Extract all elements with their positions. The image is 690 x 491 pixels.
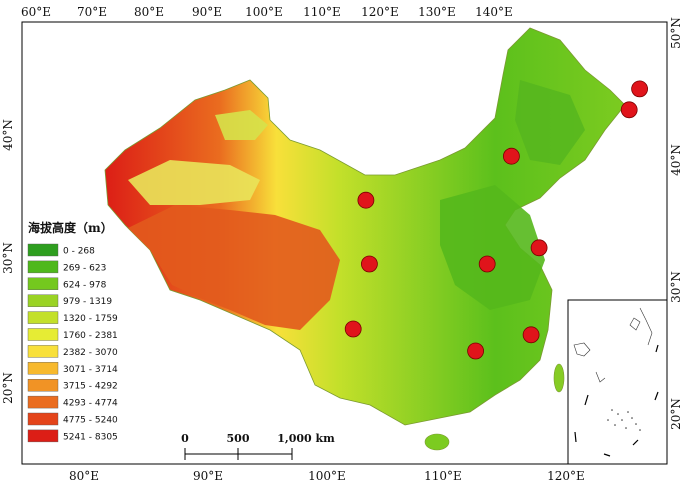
site-marker bbox=[467, 342, 485, 360]
top-longitude-ticks: 60°E 70°E 80°E 90°E 100°E 110°E 120°E 130°E 140°… bbox=[21, 5, 513, 19]
eastern-plains-region bbox=[440, 185, 545, 310]
tarim-basin-region bbox=[128, 160, 260, 205]
legend-swatch bbox=[27, 395, 59, 409]
site-marker bbox=[620, 101, 638, 119]
junggar-basin-region bbox=[215, 110, 268, 140]
legend-swatch bbox=[27, 362, 59, 375]
site-marker bbox=[522, 326, 540, 344]
bottom-tick-label-3: 110°E bbox=[424, 469, 462, 483]
south-china-sea-inset bbox=[567, 299, 668, 465]
top-tick-label-1: 70°E bbox=[77, 5, 107, 19]
site-marker bbox=[502, 147, 520, 165]
right-tick-label-1: 40°N bbox=[669, 144, 683, 176]
legend-label: 4775 - 5240 bbox=[63, 416, 118, 426]
legend-label: 1320 - 1759 bbox=[63, 314, 118, 324]
top-tick-label-5: 110°E bbox=[303, 5, 341, 19]
legend-swatch bbox=[27, 243, 59, 257]
scale-bar: 0 500 1,000 km bbox=[181, 432, 335, 460]
site-marker bbox=[344, 320, 362, 338]
top-tick-label-6: 120°E bbox=[361, 5, 399, 19]
hainan-island bbox=[424, 433, 450, 451]
scale-label-1000: 1,000 km bbox=[277, 432, 335, 445]
bottom-tick-label-1: 90°E bbox=[193, 469, 223, 483]
legend-label: 269 - 623 bbox=[63, 263, 106, 273]
left-tick-label-2: 20°N bbox=[1, 372, 15, 404]
legend-swatch bbox=[27, 311, 59, 324]
legend-swatch bbox=[27, 429, 59, 443]
site-marker bbox=[360, 255, 378, 273]
site-marker bbox=[530, 239, 548, 257]
legend-swatch bbox=[27, 277, 59, 290]
left-tick-label-1: 30°N bbox=[1, 242, 15, 274]
right-tick-label-0: 50°N bbox=[669, 17, 683, 49]
top-tick-label-7: 130°E bbox=[418, 5, 456, 19]
legend-swatch bbox=[27, 260, 59, 274]
legend-label: 5241 - 8305 bbox=[63, 432, 118, 442]
top-tick-label-4: 100°E bbox=[245, 5, 283, 19]
legend-swatch bbox=[27, 328, 59, 341]
top-tick-label-0: 60°E bbox=[21, 5, 51, 19]
legend-label: 1760 - 2381 bbox=[63, 331, 118, 341]
left-tick-label-0: 40°N bbox=[1, 119, 15, 151]
tibetan-plateau-region bbox=[128, 205, 340, 330]
legend-label: 3715 - 4292 bbox=[63, 382, 118, 392]
top-tick-label-8: 140°E bbox=[475, 5, 513, 19]
legend-label: 4293 - 4774 bbox=[63, 399, 118, 409]
right-latitude-ticks: 50°N 40°N 30°N 20°N bbox=[669, 17, 683, 430]
legend-label: 624 - 978 bbox=[63, 280, 107, 290]
legend-swatch bbox=[27, 345, 59, 358]
legend-label: 0 - 268 bbox=[63, 247, 95, 257]
legend-swatch bbox=[27, 412, 59, 426]
top-tick-label-2: 80°E bbox=[134, 5, 164, 19]
scale-label-500: 500 bbox=[227, 432, 250, 445]
right-tick-label-2: 30°N bbox=[669, 271, 683, 303]
bottom-tick-label-0: 80°E bbox=[69, 469, 99, 483]
right-tick-label-3: 20°N bbox=[669, 398, 683, 430]
site-marker bbox=[478, 255, 496, 273]
bottom-longitude-ticks: 80°E 90°E 100°E 110°E 120°E bbox=[69, 469, 585, 483]
legend-swatch bbox=[27, 379, 59, 392]
taiwan-island bbox=[553, 363, 565, 393]
legend-swatch bbox=[27, 294, 59, 307]
bottom-tick-label-2: 100°E bbox=[308, 469, 346, 483]
left-latitude-ticks: 40°N 30°N 20°N bbox=[1, 119, 15, 404]
legend-label: 979 - 1319 bbox=[63, 297, 112, 307]
scale-label-0: 0 bbox=[181, 432, 189, 445]
legend-title: 海拔高度（m） bbox=[28, 220, 113, 235]
legend-label: 2382 - 3070 bbox=[63, 348, 118, 358]
legend-label: 3071 - 3714 bbox=[63, 365, 118, 375]
site-marker bbox=[631, 80, 648, 98]
northeast-plains-region bbox=[515, 80, 585, 165]
elevation-legend: 海拔高度（m） 0 - 268 269 - 623 624 - 978 979 - 1… bbox=[27, 220, 118, 443]
site-markers bbox=[344, 80, 648, 360]
top-tick-label-3: 90°E bbox=[192, 5, 222, 19]
site-marker bbox=[357, 191, 375, 209]
bottom-tick-label-4: 120°E bbox=[547, 469, 585, 483]
